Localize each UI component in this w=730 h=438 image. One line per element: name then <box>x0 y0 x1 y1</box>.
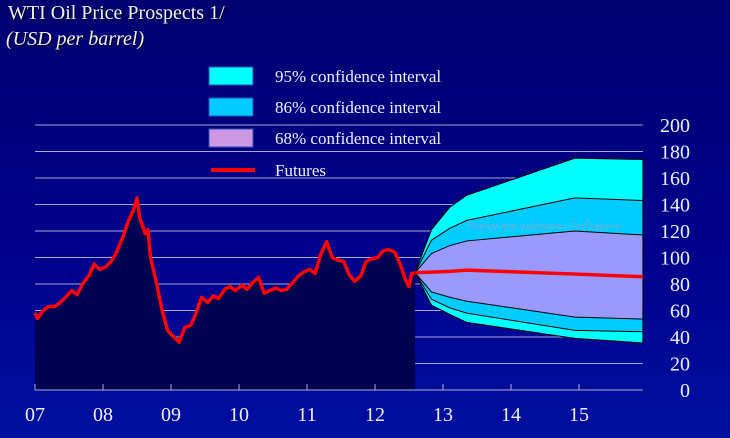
x-tick-label: 10 <box>229 404 249 426</box>
legend: 95% confidence interval 86% confidence in… <box>208 66 441 180</box>
history-line <box>33 196 416 345</box>
legend-swatch <box>208 97 254 117</box>
legend-label: 86% confidence interval <box>275 98 441 117</box>
futures-line <box>415 268 643 279</box>
y-tick-label: 40 <box>670 327 690 349</box>
legend-label: Futures <box>275 161 326 180</box>
legend-swatch <box>208 66 254 86</box>
ci68-band <box>414 230 644 320</box>
x-tick-label: 14 <box>501 404 521 426</box>
y-tick-label: 60 <box>670 301 690 323</box>
y-tick-label: 180 <box>660 142 690 164</box>
axes: 0 20 40 60 80 100 120 140 160 180 200 07 08 09 10 11 12 1… <box>25 115 690 426</box>
x-tick-label: 09 <box>161 404 181 426</box>
y-tick-label: 120 <box>660 221 690 243</box>
legend-swatch <box>208 128 254 148</box>
x-tick-label: 13 <box>433 404 453 426</box>
chart-title: WTI Oil Price Prospects 1/ <box>8 2 225 24</box>
history-area <box>35 197 416 390</box>
legend-label: 68% confidence interval <box>275 129 441 148</box>
y-tick-label: 100 <box>660 248 690 270</box>
x-tick-label: 15 <box>569 404 589 426</box>
y-tick-label: 160 <box>660 168 690 190</box>
x-tick-label: 08 <box>93 404 113 426</box>
y-tick-label: 200 <box>660 115 690 137</box>
x-tick-label: 07 <box>25 404 45 426</box>
y-tick-label: 0 <box>680 380 690 402</box>
plot-area <box>33 157 644 390</box>
x-tick-label: 12 <box>365 404 385 426</box>
watermark: Портал для трейдеров - ForTrader.ru <box>468 221 621 231</box>
y-tick-label: 140 <box>660 195 690 217</box>
x-tick-label: 11 <box>297 404 316 426</box>
legend-label: 95% confidence interval <box>275 67 441 86</box>
chart-subtitle: (USD per barrel) <box>6 28 145 50</box>
y-tick-label: 20 <box>670 354 690 376</box>
y-tick-label: 80 <box>670 274 690 296</box>
